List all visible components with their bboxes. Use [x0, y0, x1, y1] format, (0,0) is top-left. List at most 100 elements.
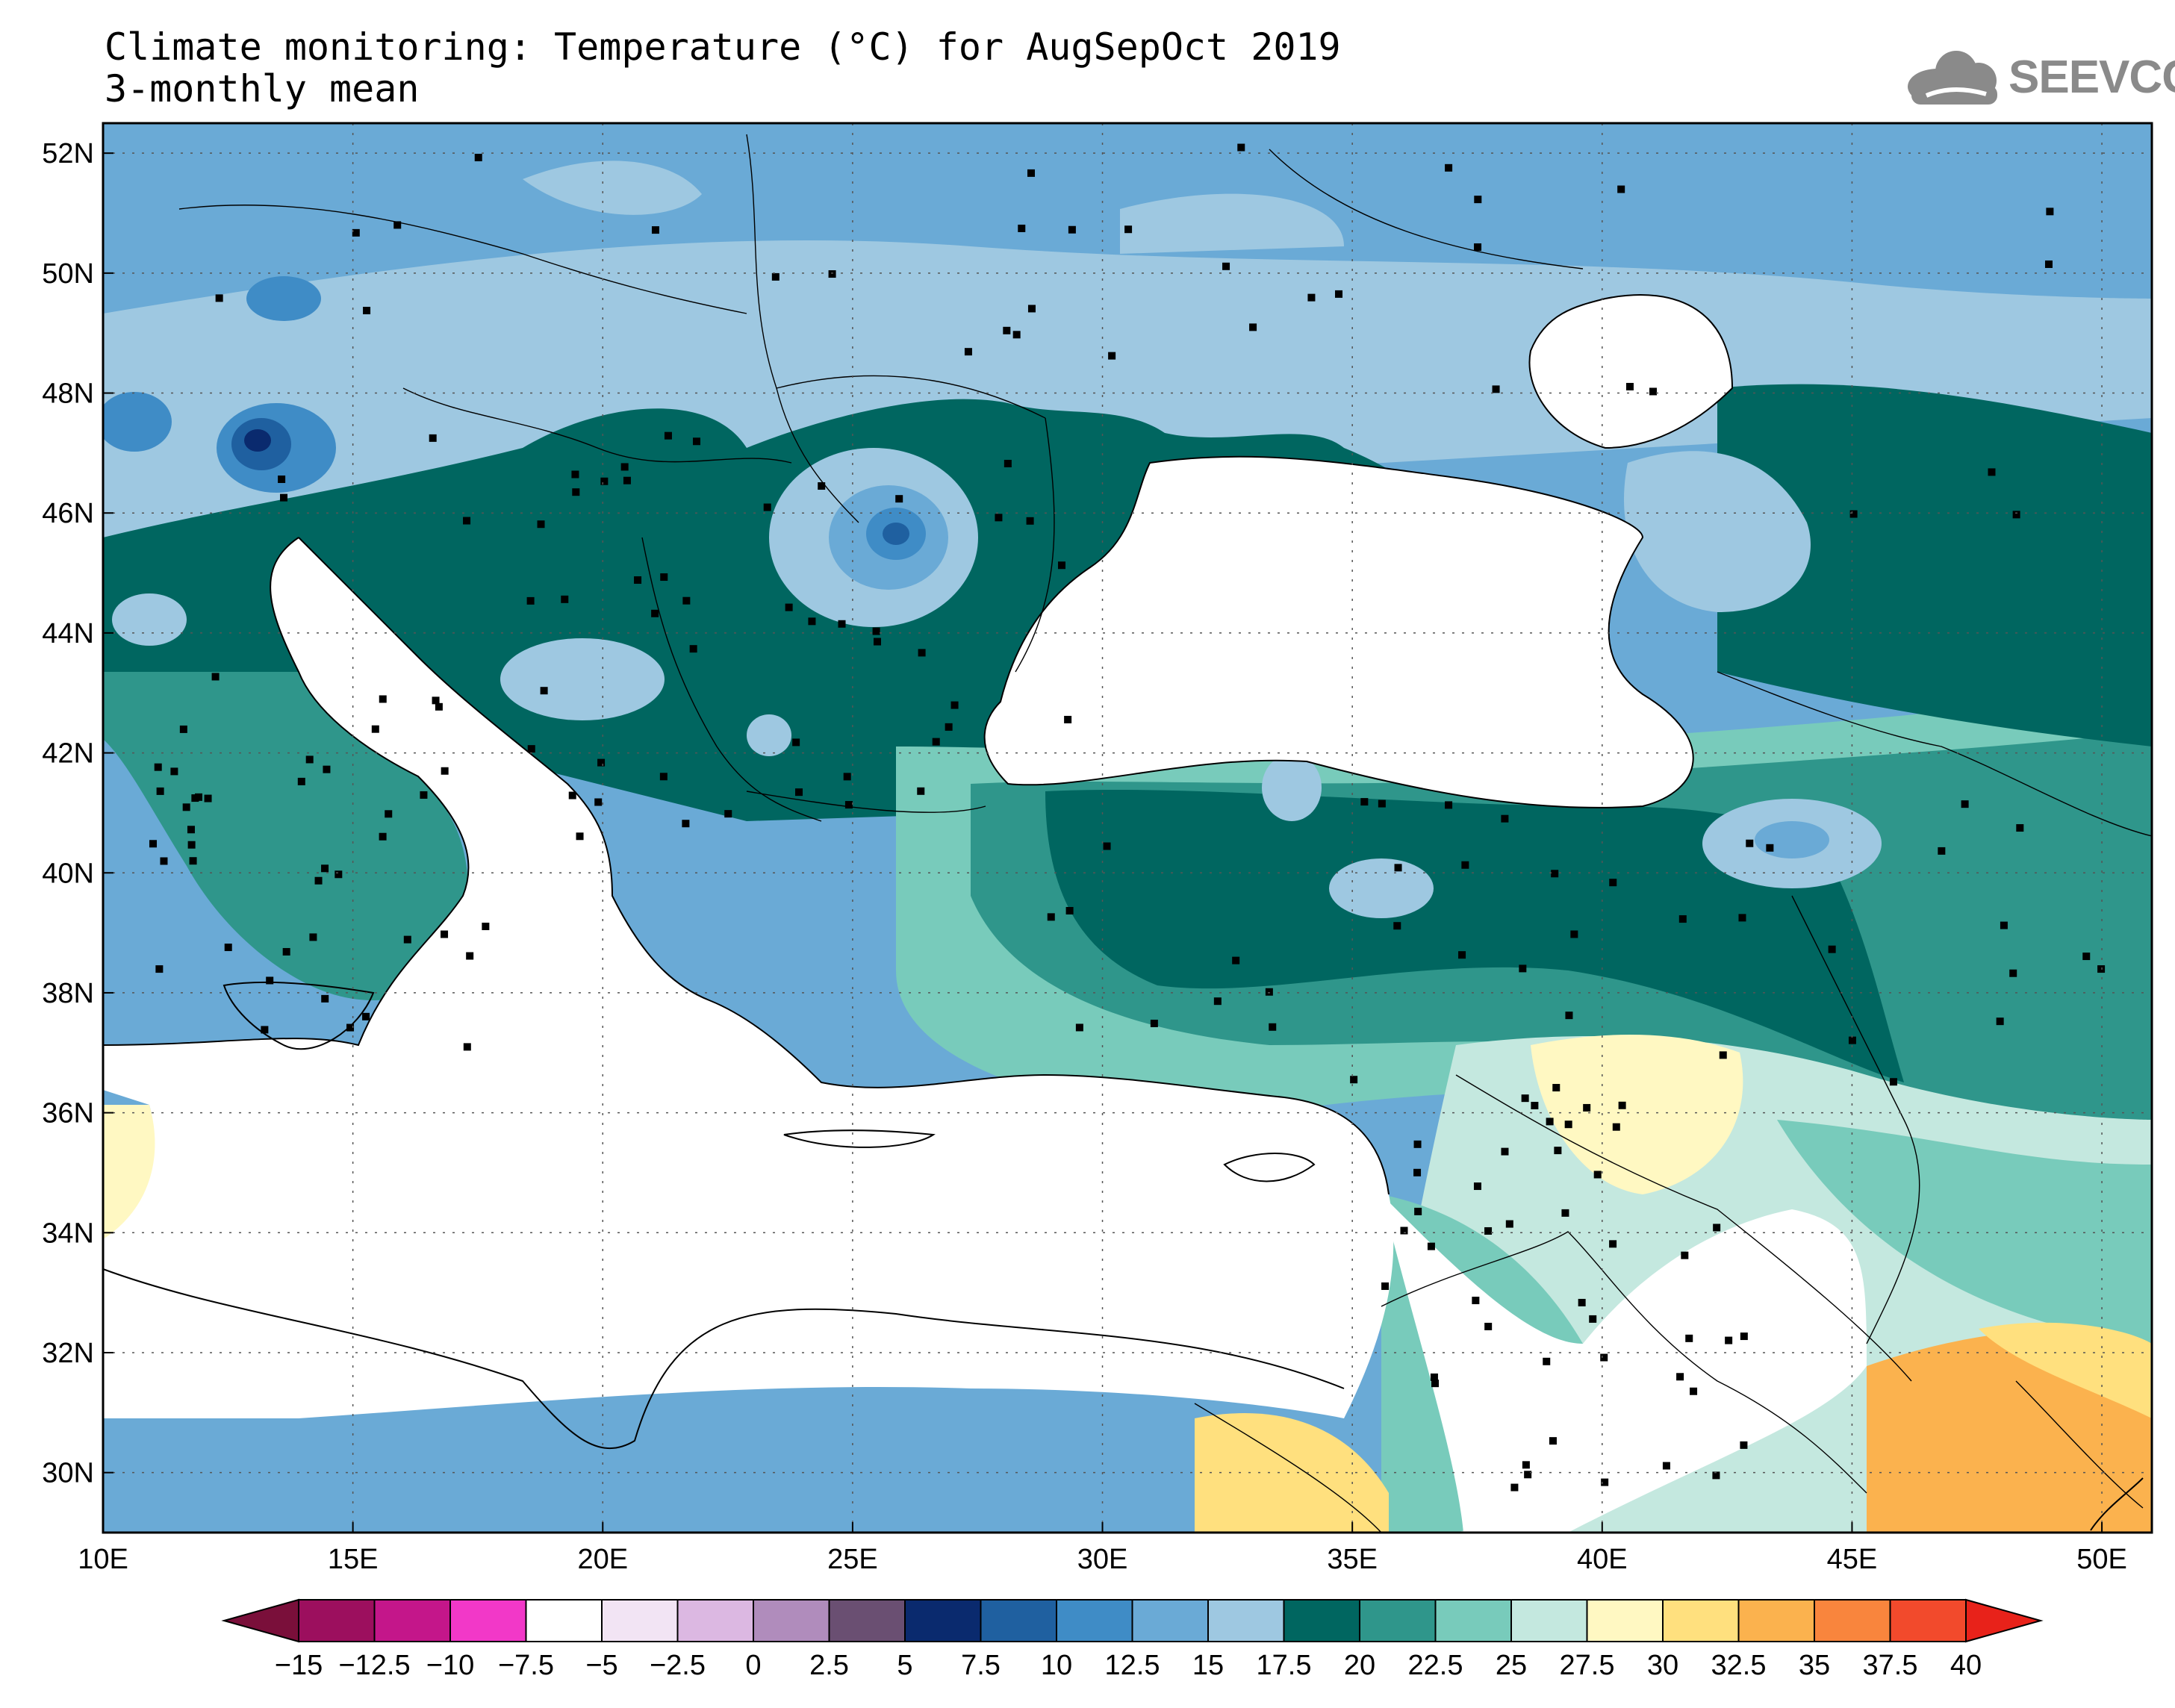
station-marker — [1501, 1147, 1509, 1156]
lat-tick-label: 34N — [42, 1218, 94, 1249]
colorbar-label: 20 — [1344, 1650, 1375, 1681]
station-marker — [211, 673, 220, 681]
station-marker — [474, 154, 482, 162]
colorbar-label: 35 — [1799, 1650, 1830, 1681]
latitude-labels: 30N 32N 34N 36N 38N 40N 42N 44N 46N 48N 50N 52N — [42, 138, 113, 1489]
station-marker — [297, 777, 305, 785]
station-marker — [917, 787, 925, 795]
graticule — [103, 123, 2152, 1533]
map-subtitle: 3-monthly mean — [105, 67, 420, 110]
station-marker — [945, 723, 953, 731]
station-marker — [1222, 262, 1230, 270]
station-marker — [1108, 352, 1116, 360]
colorbar-swatch — [1131, 1599, 1209, 1642]
station-marker — [1678, 915, 1687, 923]
station-marker — [429, 434, 437, 442]
colorbar-label: 40 — [1950, 1650, 1982, 1681]
station-marker — [1746, 839, 1754, 847]
station-marker — [191, 794, 199, 802]
station-marker — [1501, 814, 1509, 823]
station-marker — [526, 596, 535, 605]
station-marker — [561, 595, 569, 603]
station-marker — [1018, 224, 1026, 232]
lon-tick-label: 20E — [577, 1544, 628, 1575]
colorbar-label: −12.5 — [338, 1650, 410, 1681]
colorbar-label: 22.5 — [1408, 1650, 1463, 1681]
station-marker — [1492, 385, 1500, 393]
colorbar-swatch — [525, 1599, 603, 1642]
station-marker — [2016, 824, 2024, 832]
colorbar-label: 32.5 — [1711, 1650, 1767, 1681]
station-marker — [179, 725, 187, 733]
station-marker — [278, 476, 286, 484]
station-marker — [1413, 1168, 1422, 1176]
station-marker — [1740, 1333, 1748, 1341]
map-title: Climate monitoring: Temperature (°C) for… — [105, 25, 1341, 69]
station-marker — [689, 645, 697, 653]
station-marker — [664, 431, 672, 440]
colorbar-swatch — [1207, 1599, 1285, 1642]
station-marker — [1740, 1441, 1748, 1449]
station-marker — [1524, 1471, 1532, 1479]
station-marker — [1600, 1353, 1608, 1362]
station-marker — [771, 272, 780, 281]
lat-tick-label: 44N — [42, 618, 94, 649]
colorbar-label: 7.5 — [961, 1650, 1001, 1681]
colorbar-label: 12.5 — [1105, 1650, 1160, 1681]
station-marker — [1427, 1242, 1435, 1250]
station-marker — [918, 649, 926, 657]
station-marker — [620, 463, 629, 471]
station-marker — [1232, 956, 1240, 964]
station-marker — [1381, 1282, 1390, 1290]
station-marker — [1004, 459, 1012, 467]
station-marker — [600, 477, 609, 485]
logo-text: SEEVCCC — [2008, 52, 2175, 103]
station-marker — [1676, 1373, 1684, 1381]
colorbar-label: −7.5 — [498, 1650, 554, 1681]
station-marker — [597, 758, 606, 767]
colorbar-swatch — [1662, 1599, 1740, 1642]
station-marker — [1473, 1182, 1481, 1191]
station-marker — [1335, 290, 1343, 298]
station-marker — [2097, 965, 2106, 973]
station-marker — [1938, 847, 1946, 855]
station-marker — [844, 801, 853, 809]
station-marker — [379, 832, 387, 841]
colorbar-label: 15 — [1192, 1650, 1224, 1681]
station-marker — [1521, 1094, 1529, 1103]
lon-tick-label: 45E — [1827, 1544, 1878, 1575]
colorbar-swatch — [753, 1599, 830, 1642]
station-marker — [873, 638, 881, 646]
station-marker — [682, 820, 690, 828]
colorbar-low-arrow — [221, 1598, 299, 1643]
lat-tick-label: 32N — [42, 1338, 94, 1369]
station-marker — [393, 221, 402, 229]
station-marker — [321, 994, 329, 1003]
station-marker — [950, 701, 959, 709]
station-marker — [1068, 225, 1076, 234]
station-marker — [659, 773, 668, 781]
lon-tick-label: 35E — [1327, 1544, 1378, 1575]
lon-tick-label: 40E — [1577, 1544, 1628, 1575]
station-marker — [314, 876, 323, 885]
colorbar-swatch — [298, 1599, 376, 1642]
station-marker — [463, 517, 471, 525]
station-marker — [692, 437, 700, 446]
colorbar-swatch — [980, 1599, 1057, 1642]
lat-tick-label: 48N — [42, 378, 94, 410]
station-marker — [371, 725, 379, 733]
station-marker — [1766, 844, 1774, 852]
station-marker — [189, 857, 197, 865]
lat-tick-label: 46N — [42, 498, 94, 529]
colorbar-swatch — [449, 1599, 527, 1642]
station-marker — [155, 965, 164, 973]
station-marker — [634, 576, 642, 585]
colorbar-label: 17.5 — [1257, 1650, 1312, 1681]
station-marker — [1543, 1357, 1551, 1365]
station-marker — [1003, 326, 1011, 334]
station-marker — [2000, 921, 2008, 929]
station-marker — [323, 765, 331, 773]
station-marker — [1484, 1227, 1493, 1235]
lon-tick-label: 10E — [78, 1544, 128, 1575]
station-marker — [379, 695, 387, 703]
